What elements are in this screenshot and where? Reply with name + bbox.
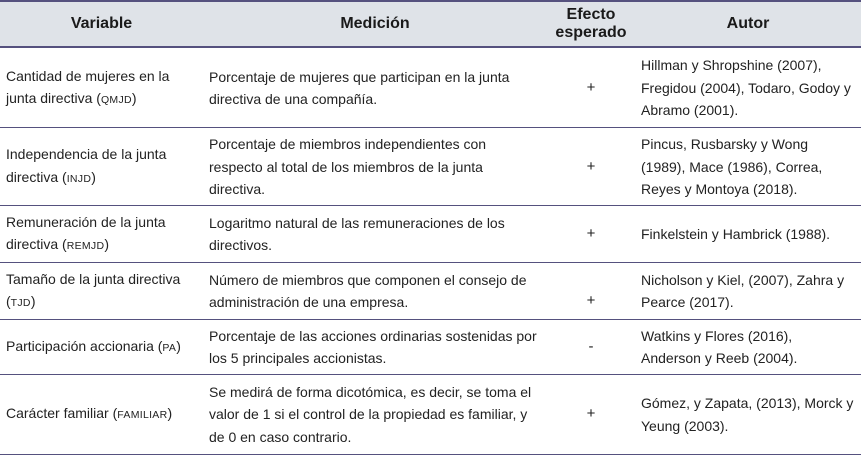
efecto-cell: + bbox=[547, 127, 635, 206]
medicion-cell: Número de miembros que componen el conse… bbox=[203, 262, 547, 320]
autor-cell: Pincus, Rusbarsky y Wong (1989), Mace (1… bbox=[635, 127, 861, 206]
medicion-cell: Se medirá de forma dicotómica, es decir,… bbox=[203, 374, 547, 455]
variable-name: Independencia de la junta directiva ( bbox=[6, 146, 167, 185]
medicion-cell: Porcentaje de miembros independientes co… bbox=[203, 127, 547, 206]
variable-abbreviation: FAMILIAR bbox=[117, 409, 168, 422]
close-paren: ) bbox=[131, 90, 137, 106]
variable-abbreviation: INJD bbox=[66, 172, 92, 185]
medicion-cell: Logaritmo natural de las remuneraciones … bbox=[203, 205, 547, 263]
variable-cell: Independencia de la junta directiva (INJ… bbox=[0, 127, 203, 206]
header-efecto: Efecto esperado bbox=[547, 0, 635, 48]
table-row: Participación accionaria (PA) Porcentaje… bbox=[0, 319, 861, 375]
variable-cell: Carácter familiar (FAMILIAR) bbox=[0, 374, 203, 455]
variable-name: Remuneración de la junta directiva ( bbox=[6, 213, 166, 253]
variable-cell: Tamaño de la junta directiva (TJD) bbox=[0, 262, 203, 320]
autor-cell: Finkelstein y Hambrick (1988). bbox=[635, 205, 861, 263]
efecto-cell: + bbox=[547, 47, 635, 128]
variable-abbreviation: QMJD bbox=[100, 94, 132, 106]
variable-name: Cantidad de mujeres en la junta directiv… bbox=[6, 67, 170, 107]
table-row: Remuneración de la junta directiva (REMJ… bbox=[0, 205, 861, 263]
efecto-cell: + bbox=[547, 262, 635, 320]
header-medicion: Medición bbox=[203, 0, 547, 48]
variable-cell: Remuneración de la junta directiva (REMJ… bbox=[0, 205, 203, 263]
variable-name: Participación accionaria ( bbox=[6, 337, 163, 354]
table-row: Carácter familiar (FAMILIAR) Se medirá d… bbox=[0, 374, 861, 455]
table-row: Cantidad de mujeres en la junta directiv… bbox=[0, 47, 861, 128]
autor-cell: Nicholson y Kiel, (2007), Zahra y Pearce… bbox=[635, 262, 861, 320]
variable-name: Tamaño de la junta directiva ( bbox=[6, 270, 181, 310]
autor-cell: Watkins y Flores (2016), Anderson y Reeb… bbox=[635, 319, 861, 375]
close-paren: ) bbox=[104, 236, 110, 252]
autor-cell: Hillman y Shropshine (2007), Fregidou (2… bbox=[635, 47, 861, 128]
header-row: Variable Medición Efecto esperado Autor bbox=[0, 0, 861, 48]
efecto-cell: + bbox=[547, 374, 635, 455]
close-paren: ) bbox=[176, 337, 181, 354]
table-row: Tamaño de la junta directiva (TJD) Númer… bbox=[0, 262, 861, 320]
header-variable: Variable bbox=[0, 0, 203, 48]
variable-abbreviation: TJD bbox=[10, 297, 31, 309]
close-paren: ) bbox=[91, 168, 96, 185]
variable-cell: Participación accionaria (PA) bbox=[0, 319, 203, 375]
variable-abbreviation: REMJD bbox=[66, 240, 105, 252]
variable-abbreviation: PA bbox=[162, 341, 177, 354]
header-autor: Autor bbox=[635, 0, 861, 48]
medicion-cell: Porcentaje de las acciones ordinarias so… bbox=[203, 319, 547, 375]
medicion-cell: Porcentaje de mujeres que participan en … bbox=[203, 47, 547, 128]
variable-name: Carácter familiar ( bbox=[6, 405, 118, 422]
close-paren: ) bbox=[30, 293, 36, 309]
efecto-cell: + bbox=[547, 205, 635, 263]
table-row: Independencia de la junta directiva (INJ… bbox=[0, 127, 861, 206]
variable-cell: Cantidad de mujeres en la junta directiv… bbox=[0, 47, 203, 128]
autor-cell: Gómez, y Zapata, (2013), Morck y Yeung (… bbox=[635, 374, 861, 455]
efecto-cell: - bbox=[547, 319, 635, 375]
close-paren: ) bbox=[167, 405, 173, 422]
